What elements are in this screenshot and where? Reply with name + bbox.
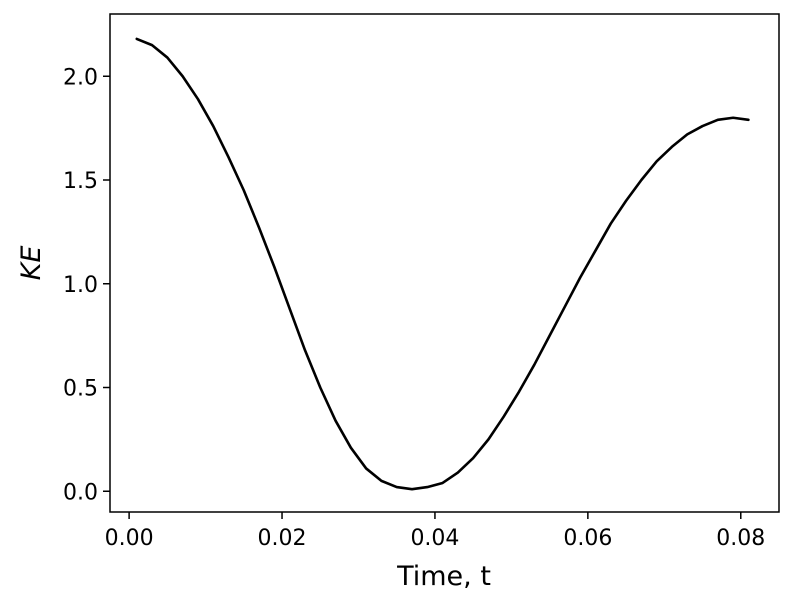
x-axis-ticks: 0.00 0.02 0.04 0.06 0.08 [105,512,765,551]
x-axis-label: Time, t [396,561,491,592]
x-tick-label: 0.06 [563,526,612,551]
plot-frame [109,13,780,513]
x-tick-label: 0.02 [258,526,307,551]
ke-series-line [135,37,750,491]
y-tick-label: 1.5 [63,169,98,194]
y-tick-label: 1.0 [63,273,98,298]
y-axis-label: KE [16,246,47,281]
x-tick-label: 0.08 [716,526,765,551]
y-tick-label: 2.0 [63,65,98,90]
x-tick-label: 0.00 [105,526,154,551]
x-tick-label: 0.04 [410,526,459,551]
y-tick-label: 0.0 [63,480,98,505]
y-axis-ticks: 0.0 0.5 1.0 1.5 2.0 [63,65,110,505]
y-tick-label: 0.5 [63,377,98,402]
plot-layer [135,37,750,491]
